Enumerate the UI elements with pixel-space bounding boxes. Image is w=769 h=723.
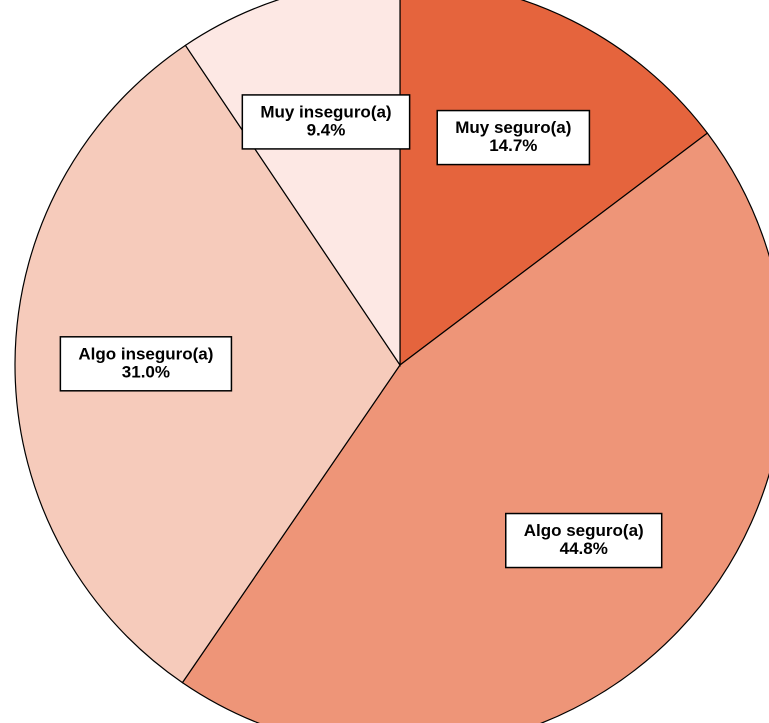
- label-box: [504, 512, 663, 569]
- slice-label: Muy inseguro(a)9.4%: [241, 94, 411, 150]
- label-name: Muy inseguro(a): [260, 102, 391, 121]
- pie-slice: [399, 0, 709, 367]
- label-name: Muy seguro(a): [455, 118, 571, 137]
- label-box: [436, 109, 591, 166]
- label-box: [241, 94, 411, 150]
- slice-label: Algo inseguro(a)31.0%: [59, 336, 233, 392]
- label-value: 9.4%: [307, 120, 346, 139]
- label-name: Algo seguro(a): [524, 521, 644, 540]
- label-value: 31.0%: [122, 362, 170, 381]
- label-value: 14.7%: [489, 136, 537, 155]
- label-name: Algo inseguro(a): [78, 344, 213, 363]
- pie-slice: [184, 0, 401, 367]
- label-value: 44.8%: [560, 539, 608, 558]
- slice-label: Muy seguro(a)14.7%: [436, 109, 591, 166]
- slice-label: Algo seguro(a)44.8%: [504, 512, 663, 569]
- label-box: [59, 336, 233, 392]
- pie-slice: [181, 132, 769, 723]
